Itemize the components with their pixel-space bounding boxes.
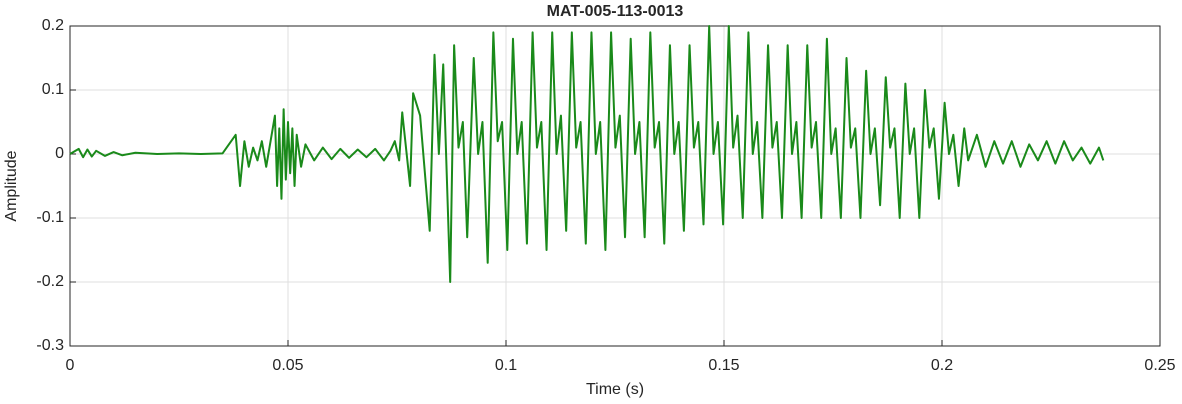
y-tick-label: -0.3 [36,337,64,354]
x-tick-label: 0.1 [495,357,517,374]
waveform-line [69,25,1105,283]
y-tick-label: 0 [55,145,64,162]
x-tick-label: 0.15 [708,357,739,374]
x-tick-label: 0.25 [1144,357,1175,374]
y-tick-label: 0.1 [42,81,64,98]
chart-title: MAT-005-113-0013 [547,3,684,20]
y-tick-label: -0.1 [36,209,64,226]
x-axis-label: Time (s) [586,381,644,398]
x-tick-label: 0 [66,357,75,374]
plot-frame [69,25,1161,347]
y-tick-label: -0.2 [36,273,64,290]
x-tick-label: 0.2 [931,357,953,374]
y-axis-label: Amplitude [3,150,20,221]
x-tick-label: 0.05 [272,357,303,374]
y-tick-label: 0.2 [42,17,64,34]
